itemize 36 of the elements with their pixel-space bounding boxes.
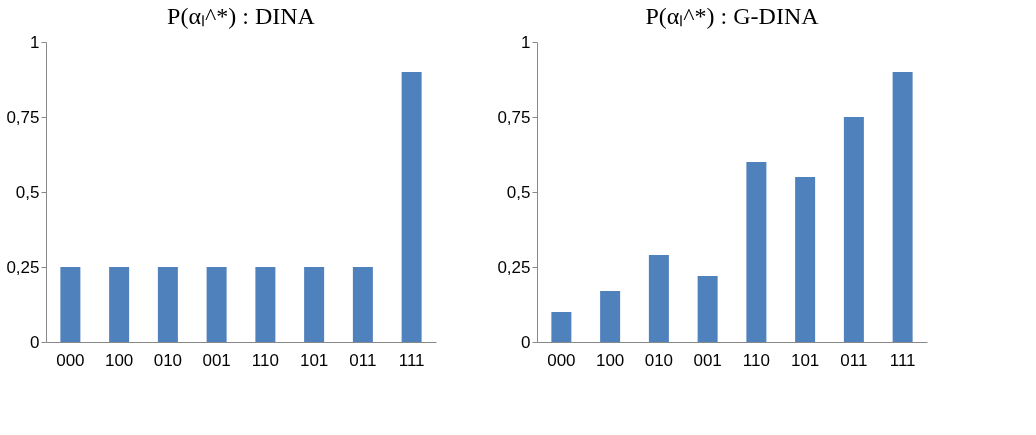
- x-tick-label: 010: [153, 350, 183, 370]
- bar: [648, 255, 669, 342]
- x-tick-label: 101: [299, 350, 329, 370]
- chart-title: P(αₗ^*) : G-DINA: [645, 3, 820, 29]
- x-tick-label: 111: [398, 350, 425, 370]
- bar: [551, 312, 572, 342]
- bar: [795, 177, 816, 342]
- y-tick-label: 0: [30, 332, 40, 352]
- y-tick-label: 0,75: [497, 107, 531, 127]
- bar: [600, 291, 621, 342]
- y-tick-label: 0,25: [6, 257, 40, 277]
- bar: [697, 276, 718, 342]
- bar: [843, 117, 864, 342]
- y-tick-label: 1: [521, 32, 531, 52]
- x-tick-label: 011: [840, 350, 868, 370]
- bar: [892, 72, 913, 342]
- x-tick-label: 001: [202, 350, 231, 370]
- y-tick-label: 0,25: [497, 257, 531, 277]
- y-tick-label: 0,5: [506, 182, 531, 202]
- chart-title: P(αₗ^*) : DINA: [167, 3, 316, 29]
- bar: [746, 162, 767, 342]
- y-tick-label: 0,75: [6, 107, 40, 127]
- x-tick-label: 000: [56, 350, 85, 370]
- x-tick-label: 111: [889, 350, 916, 370]
- x-tick-label: 101: [790, 350, 820, 370]
- y-tick-label: 0: [521, 332, 531, 352]
- x-tick-label: 110: [251, 350, 279, 370]
- y-tick-label: 1: [30, 32, 40, 52]
- x-tick-label: 100: [595, 350, 625, 370]
- x-tick-label: 100: [104, 350, 134, 370]
- x-tick-label: 010: [644, 350, 674, 370]
- x-tick-label: 001: [693, 350, 722, 370]
- x-tick-label: 110: [742, 350, 770, 370]
- x-tick-label: 000: [547, 350, 576, 370]
- y-tick-label: 0,5: [15, 182, 40, 202]
- x-tick-label: 011: [349, 350, 377, 370]
